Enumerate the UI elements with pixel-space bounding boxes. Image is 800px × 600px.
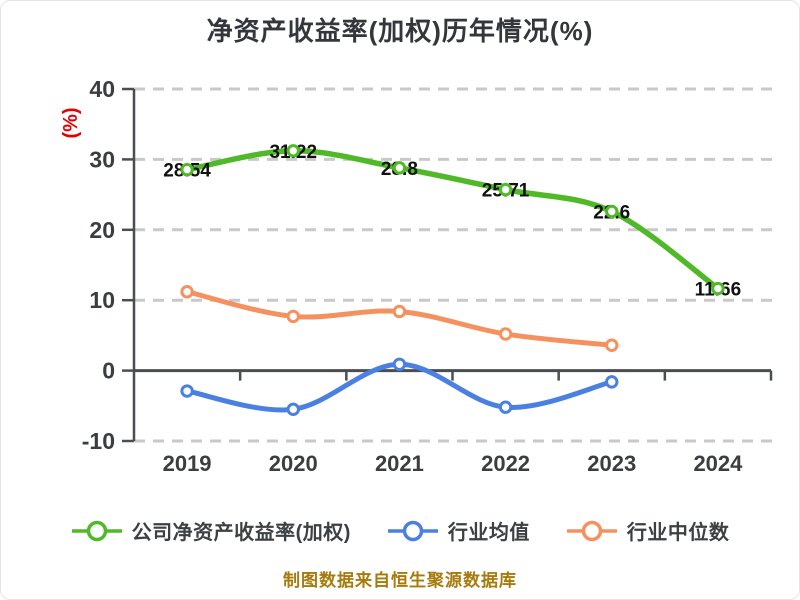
data-point-marker xyxy=(498,182,513,197)
data-point-marker xyxy=(286,309,300,324)
data-point-marker xyxy=(180,285,194,299)
x-tick-label: 2024 xyxy=(693,451,743,476)
legend-marker-industry-avg-icon xyxy=(387,520,438,541)
data-point-marker xyxy=(605,375,619,389)
source-caption: 制图数据来自恒生聚源数据库 xyxy=(283,571,517,590)
data-point-marker xyxy=(180,162,194,177)
legend-item-industry-median: 行业中位数 xyxy=(566,516,730,545)
x-tick-label: 2019 xyxy=(163,451,212,476)
y-tick-label: 30 xyxy=(89,146,115,172)
data-point-marker xyxy=(286,144,300,158)
x-tick-label: 2023 xyxy=(587,451,636,476)
data-point-marker xyxy=(392,161,407,175)
x-tick-label: 2021 xyxy=(375,451,424,476)
data-point-marker xyxy=(711,281,725,296)
data-point-marker xyxy=(180,384,194,398)
y-tick-label: 40 xyxy=(89,76,115,102)
data-point-marker xyxy=(498,400,513,414)
legend-label-industry-median: 行业中位数 xyxy=(626,522,730,544)
legend-item-company: 公司净资产收益率(加权) xyxy=(71,516,351,545)
x-tick-label: 2020 xyxy=(269,451,318,476)
data-point-marker xyxy=(498,327,513,341)
chart-canvas: 403020100-10201920202021202220232024(%)2… xyxy=(60,76,776,476)
y-tick-label: -10 xyxy=(82,428,115,454)
x-tick-label: 2022 xyxy=(481,451,530,476)
legend-item-industry-avg: 行业均值 xyxy=(387,516,530,545)
y-tick-label: 0 xyxy=(102,358,115,384)
y-tick-label: 10 xyxy=(89,287,115,313)
chart-legend: 公司净资产收益率(加权) 行业均值 行业中位数 xyxy=(1,516,799,545)
data-point-marker xyxy=(392,357,407,371)
legend-marker-industry-median-icon xyxy=(566,520,617,541)
legend-label-industry-avg: 行业均值 xyxy=(447,522,530,544)
data-point-marker xyxy=(286,402,300,417)
legend-label-company: 公司净资产收益率(加权) xyxy=(131,522,351,544)
series-line-0 xyxy=(184,148,721,292)
data-point-marker xyxy=(605,338,619,352)
y-axis-unit-label: (%) xyxy=(60,107,82,138)
chart-title: 净资产收益率(加权)历年情况(%) xyxy=(206,16,594,46)
legend-marker-company-icon xyxy=(71,520,122,541)
data-point-marker xyxy=(605,204,619,219)
data-point-marker xyxy=(392,304,407,319)
y-tick-label: 20 xyxy=(89,217,115,243)
